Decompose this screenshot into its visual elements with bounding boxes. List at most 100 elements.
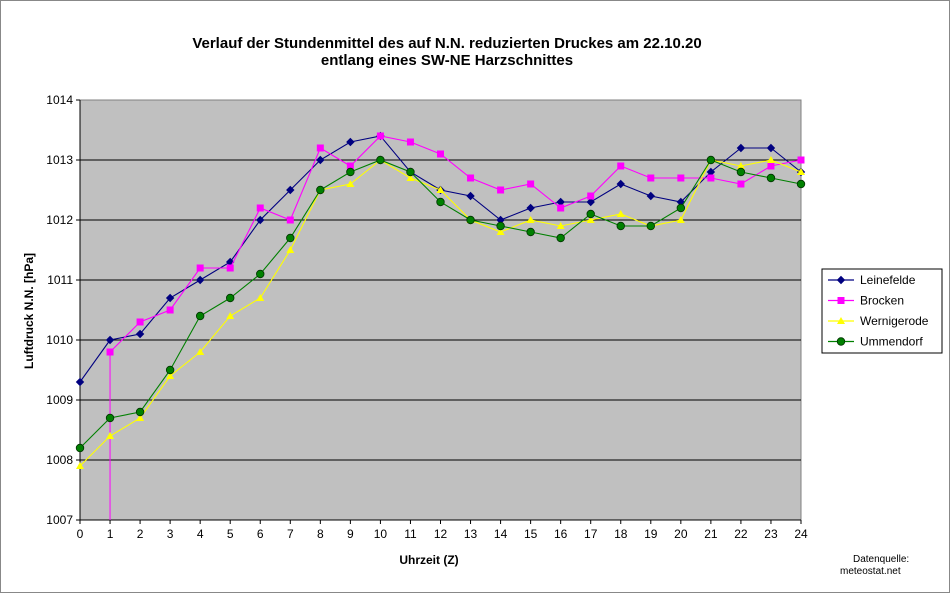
legend-label: Brocken	[860, 294, 904, 308]
legend-label: Wernigerode	[860, 314, 929, 328]
data-point-leinefelde	[646, 191, 655, 201]
data-point-wernigerode	[616, 210, 625, 217]
data-point-leinefelde	[466, 191, 475, 201]
x-tick-label: 22	[734, 527, 748, 541]
data-point-ummendorf	[796, 179, 806, 189]
x-axis-label: Uhrzeit (Z)	[399, 553, 458, 567]
data-point-wernigerode	[406, 174, 415, 181]
legend-label: Ummendorf	[860, 335, 923, 349]
data-point-ummendorf	[165, 365, 175, 375]
data-point-wernigerode	[676, 216, 685, 223]
x-tick-labels: 0 1 2 3 4 5 6 7 8 9 10 11 12 13 14 15 16 17 18 19 20 21 22 23 24	[77, 527, 808, 541]
y-axis-label: Luftdruck N.N. [hPa]	[22, 253, 36, 369]
data-point-leinefelde	[526, 203, 535, 213]
data-point-ummendorf	[766, 173, 776, 183]
data-point-ummendorf	[346, 167, 355, 177]
data-point-ummendorf	[706, 155, 716, 165]
x-tick-label: 18	[614, 527, 628, 541]
x-tick-label: 24	[794, 527, 808, 541]
data-point-brocken	[497, 186, 505, 194]
data-point-leinefelde	[286, 185, 295, 195]
data-point-brocken	[226, 264, 234, 272]
x-tick-label: 12	[434, 527, 448, 541]
data-point-wernigerode	[496, 228, 505, 235]
data-point-ummendorf	[75, 443, 85, 453]
data-point-ummendorf	[135, 407, 145, 417]
data-point-leinefelde	[736, 143, 746, 153]
data-point-wernigerode	[526, 216, 535, 223]
data-point-brocken	[527, 180, 535, 188]
source-label: Datenquelle:	[853, 554, 909, 565]
data-point-wernigerode	[256, 294, 265, 301]
legend-item-ummendorf: Ummendorf	[828, 335, 923, 349]
data-point-wernigerode	[136, 414, 145, 421]
data-point-leinefelde	[105, 335, 115, 345]
data-point-wernigerode	[106, 432, 115, 439]
y-tick-label: 1009	[46, 393, 73, 407]
data-point-ummendorf	[256, 269, 265, 279]
legend-swatch-marker	[837, 317, 845, 324]
data-point-ummendorf	[736, 167, 746, 177]
y-tick-label: 1010	[46, 333, 73, 347]
data-point-leinefelde	[75, 377, 85, 387]
x-tick-label: 1	[107, 527, 114, 541]
data-point-brocken	[316, 144, 324, 152]
series-line-brocken	[109, 135, 802, 353]
x-tick-label: 11	[404, 527, 417, 541]
data-point-brocken	[256, 204, 264, 212]
data-point-ummendorf	[376, 155, 385, 165]
data-point-leinefelde	[616, 179, 625, 189]
data-point-leinefelde	[316, 155, 325, 165]
data-point-brocken	[587, 192, 595, 200]
data-point-leinefelde	[195, 275, 205, 285]
data-point-wernigerode	[196, 348, 205, 355]
x-tick-label: 10	[374, 527, 388, 541]
y-tick-label: 1008	[46, 453, 73, 467]
data-point-wernigerode	[166, 372, 175, 379]
x-tick-label: 14	[494, 527, 508, 541]
data-point-ummendorf	[105, 413, 115, 423]
x-tick-label: 3	[167, 527, 174, 541]
data-point-ummendorf	[646, 221, 655, 231]
data-point-leinefelde	[165, 293, 175, 303]
data-point-wernigerode	[736, 162, 745, 169]
legend-item-leinefelde: Leinefelde	[828, 273, 916, 287]
y-tick-label: 1014	[46, 93, 73, 107]
x-tick-label: 15	[524, 527, 538, 541]
data-point-brocken	[286, 216, 294, 224]
data-point-leinefelde	[346, 137, 355, 147]
legend-swatch-marker	[836, 337, 846, 346]
data-point-brocken	[707, 174, 715, 182]
y-tick-label: 1013	[46, 153, 73, 167]
data-point-ummendorf	[316, 185, 325, 195]
source-value: meteostat.net	[840, 566, 901, 577]
x-tick-label: 23	[764, 527, 778, 541]
data-point-ummendorf	[616, 221, 625, 231]
data-point-brocken	[767, 162, 775, 170]
data-point-wernigerode	[436, 186, 445, 193]
legend-item-wernigerode: Wernigerode	[828, 314, 929, 328]
legend: Leinefelde Brocken Wernigerode Ummendorf	[821, 268, 943, 354]
data-point-ummendorf	[676, 203, 686, 213]
chart-subtitle: entlang eines SW-NE Harzschnittes	[321, 52, 573, 69]
data-point-brocken	[406, 138, 414, 146]
x-tick-label: 13	[464, 527, 478, 541]
data-point-brocken	[557, 204, 565, 212]
data-point-leinefelde	[256, 215, 265, 225]
x-tick-label: 20	[674, 527, 688, 541]
series-ummendorf	[75, 155, 806, 453]
x-tick-label: 2	[137, 527, 144, 541]
x-tick-label: 8	[317, 527, 324, 541]
data-point-ummendorf	[226, 293, 235, 303]
x-tick-label: 17	[584, 527, 598, 541]
data-point-wernigerode	[226, 312, 235, 319]
data-point-brocken	[437, 150, 444, 158]
data-point-brocken	[737, 180, 745, 188]
series-group	[75, 131, 806, 520]
x-tick-label: 9	[347, 527, 354, 541]
data-point-ummendorf	[526, 227, 535, 237]
x-tick-label: 7	[287, 527, 294, 541]
y-tick-labels: 1007 1008 1009 1010 1011 1012 1013 1014	[46, 93, 73, 527]
